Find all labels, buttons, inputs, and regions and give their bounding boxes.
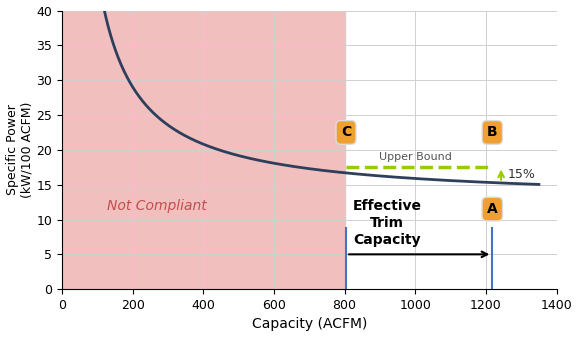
Text: B: B (487, 125, 498, 140)
Text: A: A (487, 202, 498, 216)
Text: Upper Bound: Upper Bound (379, 152, 451, 162)
X-axis label: Capacity (ACFM): Capacity (ACFM) (251, 317, 367, 332)
Text: Not Compliant: Not Compliant (108, 198, 207, 213)
Text: C: C (341, 125, 351, 140)
Text: Effective
Trim
Capacity: Effective Trim Capacity (353, 198, 421, 247)
Bar (62, 10, 344, 289)
Y-axis label: Specific Power
(kW/100 ACFM): Specific Power (kW/100 ACFM) (6, 102, 34, 198)
Text: 15%: 15% (508, 168, 536, 181)
